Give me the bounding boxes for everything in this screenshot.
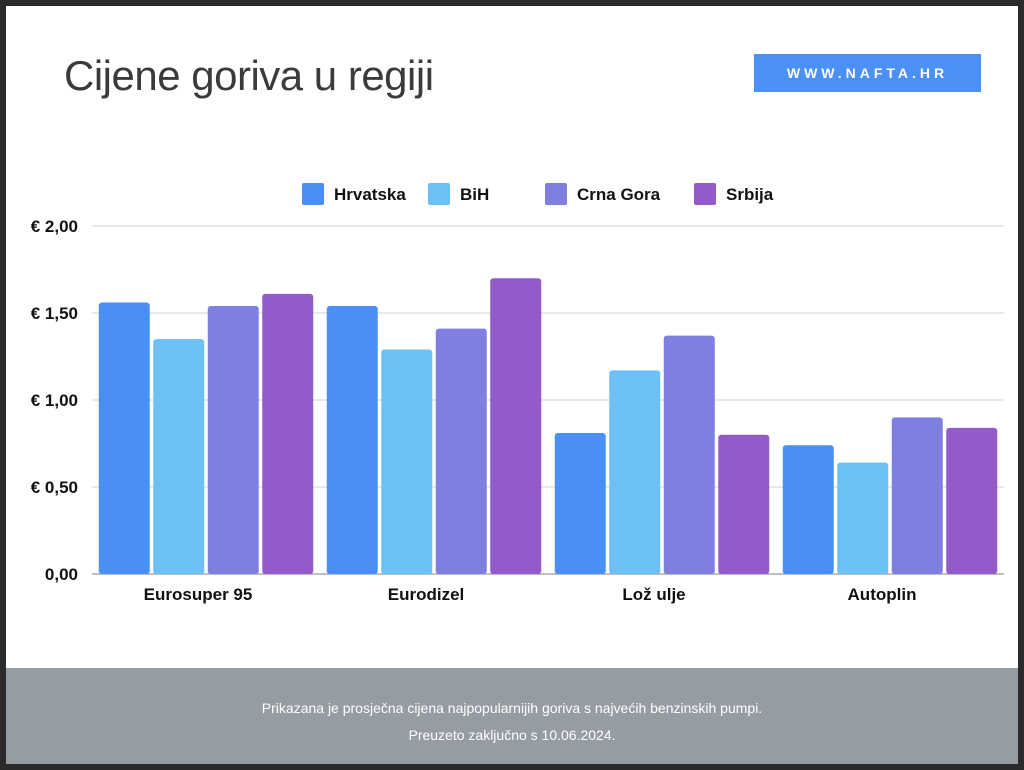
chart-card: Cijene goriva u regiji WWW.NAFTA.HR 0,00… xyxy=(6,6,1018,764)
legend-swatch xyxy=(545,183,567,205)
bar xyxy=(262,293,314,574)
y-tick-label: 0,00 xyxy=(45,565,78,584)
bar-groups xyxy=(98,278,998,574)
legend-swatch xyxy=(694,183,716,205)
bar xyxy=(490,278,542,574)
x-category-label: Eurosuper 95 xyxy=(144,585,253,604)
x-category-label: Lož ulje xyxy=(622,585,685,604)
website-link-badge[interactable]: WWW.NAFTA.HR xyxy=(754,54,981,92)
bar xyxy=(98,302,150,574)
bar xyxy=(153,339,205,574)
legend-label: Hrvatska xyxy=(334,185,406,204)
y-tick-label: € 2,00 xyxy=(31,217,78,236)
bar xyxy=(782,445,834,574)
legend-swatch xyxy=(428,183,450,205)
y-tick-label: € 1,50 xyxy=(31,304,78,323)
page-title: Cijene goriva u regiji xyxy=(64,52,434,99)
y-tick-label: € 0,50 xyxy=(31,478,78,497)
y-tick-label: € 1,00 xyxy=(31,391,78,410)
bar xyxy=(946,427,998,574)
bar xyxy=(326,306,378,574)
legend-label: Srbija xyxy=(726,185,774,204)
footer-note: Prikazana je prosječna cijena najpopular… xyxy=(261,700,763,716)
bar xyxy=(609,370,661,574)
legend-label: Crna Gora xyxy=(577,185,661,204)
bar xyxy=(381,349,433,574)
bar xyxy=(435,328,487,574)
legend-label: BiH xyxy=(460,185,489,204)
bar xyxy=(207,306,259,574)
x-category-label: Eurodizel xyxy=(388,585,465,604)
y-axis-tick-labels: 0,00 € 0,50 € 1,00 € 1,50 € 2,00 xyxy=(31,217,78,584)
legend: Hrvatska BiH Crna Gora Srbija xyxy=(302,183,774,205)
legend-swatch xyxy=(302,183,324,205)
bar xyxy=(891,417,943,574)
x-category-label: Autoplin xyxy=(848,585,917,604)
bar xyxy=(663,335,715,574)
footer-source-date: Preuzeto zaključno s 10.06.2024. xyxy=(408,727,616,743)
fuel-price-bar-chart: 0,00 € 0,50 € 1,00 € 1,50 € 2,00 Eurosuper 9… xyxy=(31,183,1004,604)
x-axis-category-labels: Eurosuper 95 Eurodizel Lož ulje Autoplin xyxy=(144,585,917,604)
bar xyxy=(554,433,606,574)
footer: Prikazana je prosječna cijena najpopular… xyxy=(6,668,1018,764)
bar xyxy=(718,434,770,574)
bar xyxy=(837,462,889,574)
